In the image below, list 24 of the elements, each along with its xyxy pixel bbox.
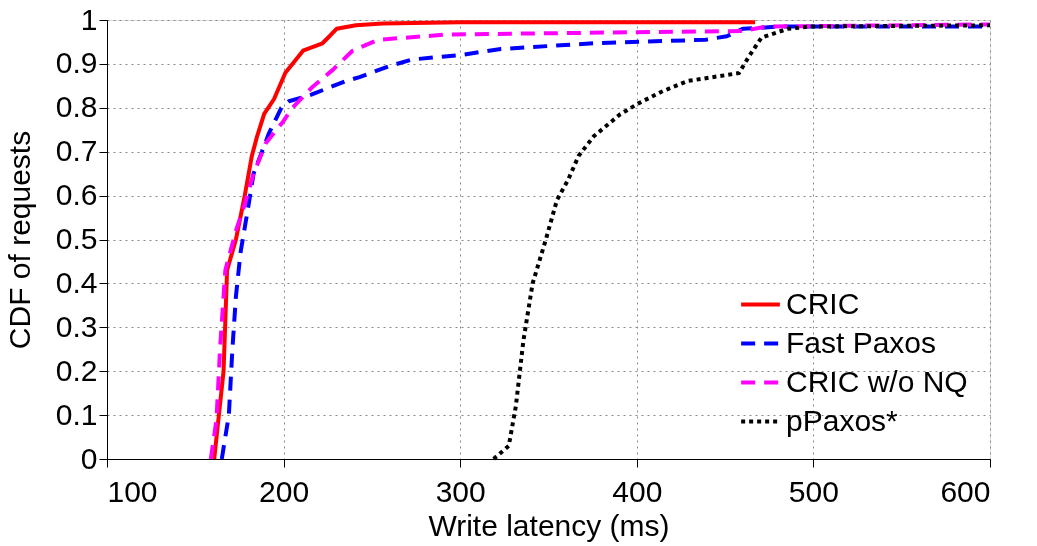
y-tick-label: 0.3 <box>55 309 98 343</box>
legend-label: CRIC w/o NQ <box>786 364 968 398</box>
x-tick-label: 300 <box>435 474 486 508</box>
y-tick-label: 0.9 <box>55 46 98 80</box>
y-tick-label: 0.8 <box>55 90 98 124</box>
line-series <box>212 20 758 461</box>
y-tick-label: 0.7 <box>55 134 98 168</box>
y-tick-label: 0.6 <box>55 178 98 212</box>
x-tick-label: 400 <box>612 474 663 508</box>
y-tick-label: 0.1 <box>55 397 98 431</box>
legend-label: Fast Paxos <box>786 325 937 359</box>
y-axis-title: CDF of requests <box>2 130 36 350</box>
x-tick-label: 600 <box>940 474 991 508</box>
legend-label: pPaxos* <box>786 403 899 437</box>
y-tick-label: 1 <box>80 2 98 36</box>
y-tick-label: 0 <box>80 441 98 475</box>
y-tick-label: 0.5 <box>55 222 98 255</box>
y-tick-label: 0.4 <box>55 265 98 299</box>
legend-label: CRIC <box>786 286 860 320</box>
x-axis-title: Write latency (ms) <box>428 508 670 542</box>
x-tick-label: 500 <box>788 474 839 508</box>
x-tick-label: 100 <box>107 474 158 508</box>
y-tick-label: 0.2 <box>55 353 98 387</box>
x-tick-label: 200 <box>259 474 310 508</box>
